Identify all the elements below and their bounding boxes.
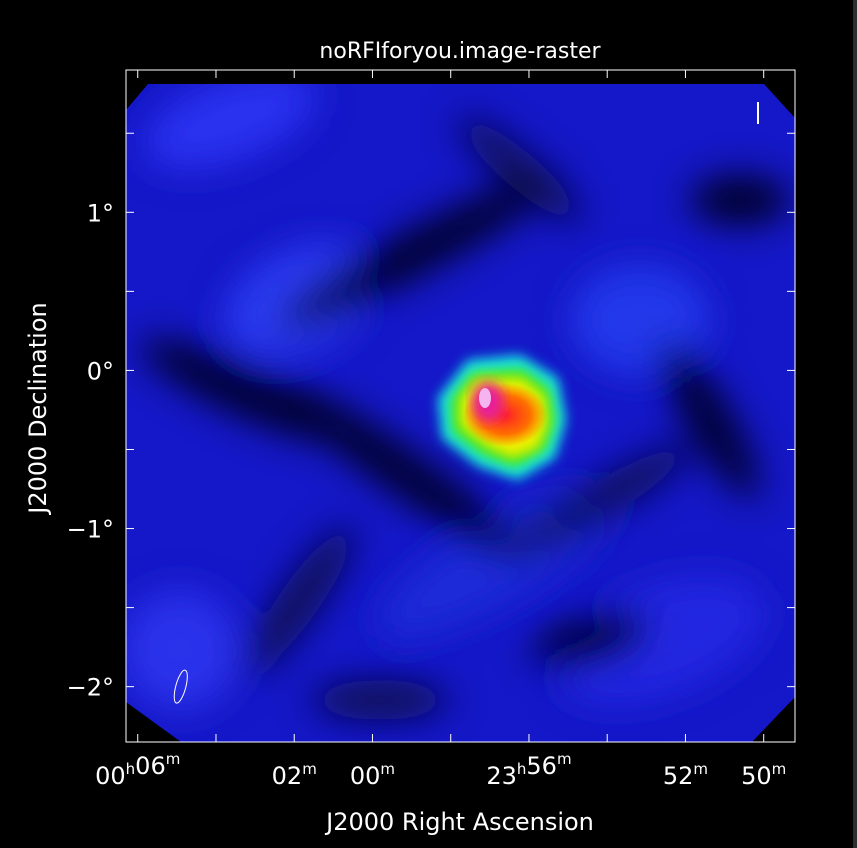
heatmap-image [126, 84, 795, 742]
y-tick-label: 1° [87, 199, 114, 227]
bright-source [438, 355, 566, 480]
y-axis-label: J2000 Declination [24, 302, 52, 515]
x-tick-label: 00m [350, 760, 395, 790]
x-tick-label: 23h56m [486, 750, 571, 790]
x-tick-label: 50m [741, 760, 786, 790]
y-tick-label: −2° [67, 674, 114, 702]
plot-frame [125, 69, 796, 743]
window-edge [853, 0, 857, 848]
x-axis-label: J2000 Right Ascension [324, 808, 594, 836]
beam-ellipse [173, 669, 188, 704]
x-tick-label: 52m [663, 760, 708, 790]
chart-title: noRFIforyou.image-raster [319, 39, 601, 64]
axis-ticks [126, 70, 795, 742]
y-tick-label: −1° [67, 516, 114, 544]
x-tick-label: 02m [272, 760, 317, 790]
y-tick-label: 0° [87, 357, 114, 385]
axis-tick-labels: 00h06m 02m 00m 23h56m 52m 50m 1° 0° −1° −2° [67, 199, 787, 790]
x-tick-label: 00h06m [95, 750, 180, 790]
